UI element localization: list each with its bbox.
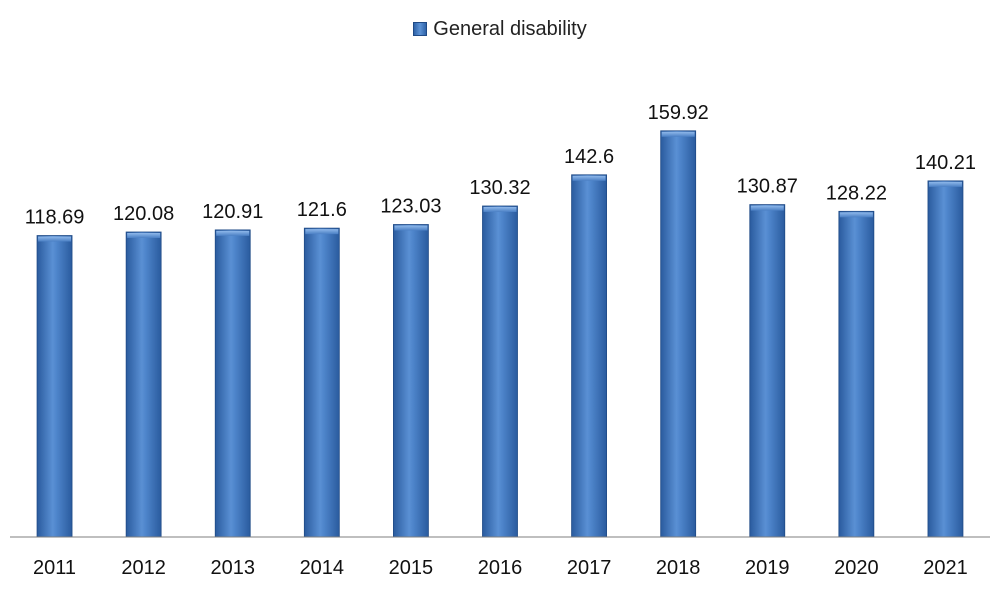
bar-2015 xyxy=(393,224,429,538)
data-label-2020: 128.22 xyxy=(826,182,887,204)
bar-2017 xyxy=(571,174,607,538)
bar-body xyxy=(393,224,429,538)
bar-cap xyxy=(928,181,962,187)
bar-cap xyxy=(216,230,250,236)
bar-cap xyxy=(305,229,339,235)
data-label-2021: 140.21 xyxy=(915,152,976,174)
data-label-2012: 120.08 xyxy=(113,203,174,225)
data-label-2014: 121.6 xyxy=(297,199,347,221)
x-tick-labels-layer: 2011 2012 2013 2014 2015 2016 2017 2018 2019 2020… xyxy=(33,557,968,579)
data-label-2011: 118.69 xyxy=(25,207,85,229)
data-label-2015: 123.03 xyxy=(380,196,441,218)
data-label-2017: 142.6 xyxy=(564,146,614,168)
bar-body xyxy=(303,227,340,538)
chart-legend: General disability xyxy=(0,18,1000,41)
bar-body xyxy=(36,235,73,538)
legend-swatch xyxy=(413,22,428,36)
bar-cap xyxy=(661,131,695,137)
x-tick-label-2017: 2017 xyxy=(567,557,612,579)
bar-body xyxy=(838,210,875,538)
legend-label: General disability xyxy=(433,18,587,40)
bar-2020 xyxy=(838,210,875,538)
bar-body xyxy=(660,130,697,538)
x-tick-label-2011: 2011 xyxy=(33,557,76,579)
bar-body xyxy=(571,174,607,538)
bar-body xyxy=(749,204,786,538)
bar-cap xyxy=(572,175,606,181)
bar-2021 xyxy=(927,180,964,538)
bar-body xyxy=(482,205,518,538)
bar-2013 xyxy=(214,229,251,538)
bar-2018 xyxy=(660,130,697,538)
bar-2011 xyxy=(36,235,73,538)
x-tick-label-2015: 2015 xyxy=(389,557,434,579)
bar-cap xyxy=(394,225,428,231)
data-label-2018: 159.92 xyxy=(648,102,709,124)
bar-body xyxy=(927,180,964,538)
x-tick-label-2018: 2018 xyxy=(656,557,701,579)
bar-2014 xyxy=(303,227,340,538)
data-label-2013: 120.91 xyxy=(202,201,263,223)
data-label-2019: 130.87 xyxy=(737,176,798,198)
bar-2016 xyxy=(482,205,518,538)
bar-cap xyxy=(38,236,72,242)
x-tick-label-2016: 2016 xyxy=(478,557,523,579)
bar-cap xyxy=(483,206,517,212)
x-tick-label-2012: 2012 xyxy=(121,557,166,579)
bar-2019 xyxy=(749,204,786,538)
bar-cap xyxy=(839,212,873,218)
bar-cap xyxy=(750,205,784,211)
x-tick-label-2020: 2020 xyxy=(834,557,879,579)
data-label-2016: 130.32 xyxy=(469,177,530,199)
bar-body xyxy=(125,231,162,538)
bar-cap xyxy=(127,232,161,238)
x-tick-label-2014: 2014 xyxy=(300,557,345,579)
x-tick-label-2013: 2013 xyxy=(210,557,255,579)
bar-2012 xyxy=(125,231,162,538)
data-labels-layer: 118.69 120.08 120.91 121.6 123.03 130.32 142.6… xyxy=(25,102,976,229)
bar-body xyxy=(214,229,251,538)
x-tick-label-2019: 2019 xyxy=(745,557,790,579)
x-tick-label-2021: 2021 xyxy=(923,557,968,579)
